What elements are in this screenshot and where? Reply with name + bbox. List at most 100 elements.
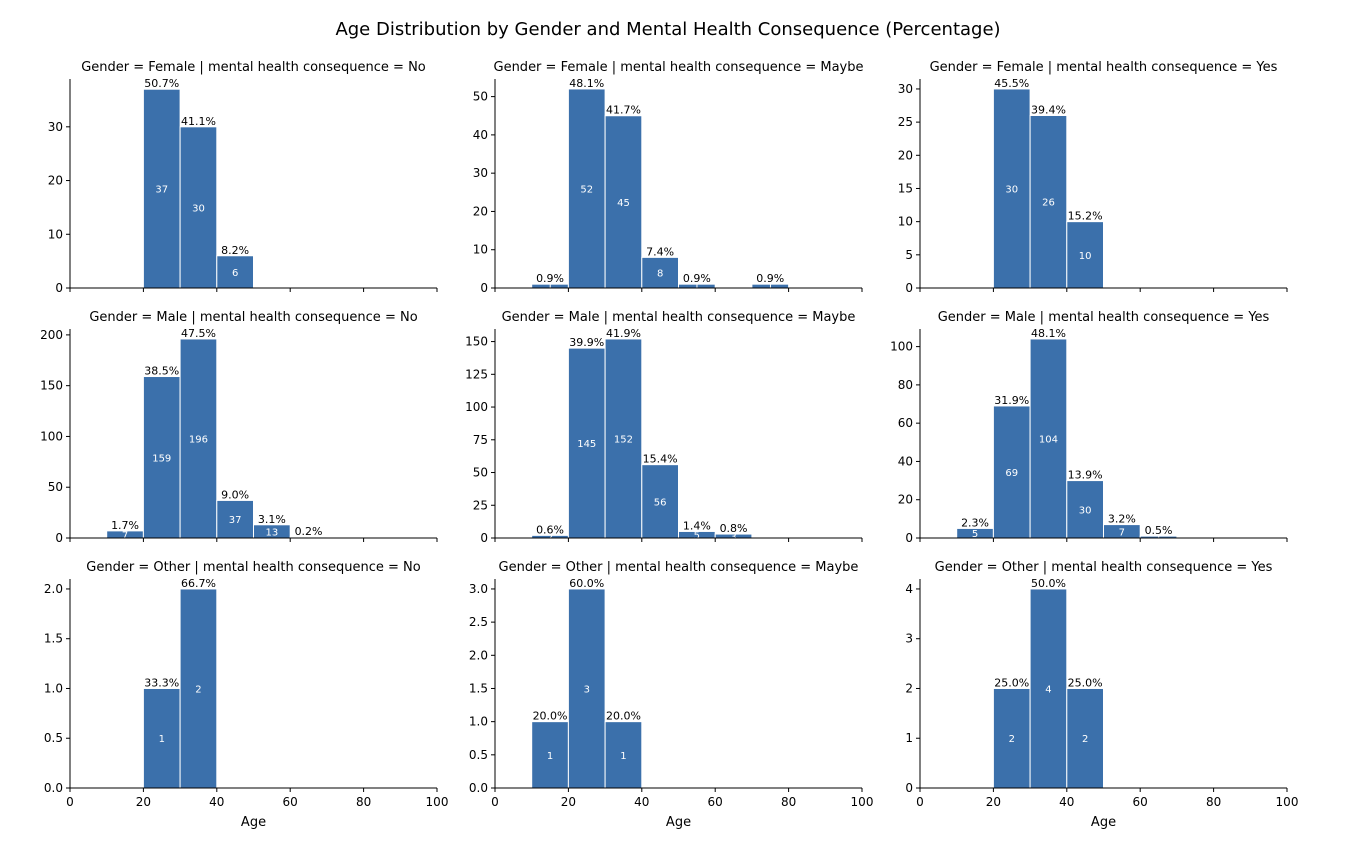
bar-count-label: 104 (1039, 434, 1058, 445)
x-tick-label: 40 (634, 795, 649, 809)
histogram-bar (641, 464, 679, 539)
x-tick-label: 60 (283, 795, 298, 809)
panel-title: Gender = Female | mental health conseque… (81, 60, 426, 75)
facet-panel: Gender = Male | mental health consequenc… (890, 310, 1288, 545)
bar-count-label: 6 (232, 268, 238, 279)
y-tick-label: 0 (480, 281, 488, 295)
bar-count-label: 3 (584, 684, 590, 695)
histogram-bar (992, 88, 1031, 289)
y-tick-label: 20 (898, 493, 913, 507)
bar-percent-label: 66.7% (181, 577, 216, 590)
y-tick-label: 0 (480, 531, 488, 545)
bar-count-label: 37 (155, 185, 168, 196)
y-tick-label: 100 (40, 429, 63, 443)
histogram-bar (1066, 687, 1105, 789)
bar-percent-label: 50.7% (144, 77, 179, 90)
panel-title: Gender = Other | mental health consequen… (935, 560, 1273, 575)
histogram-bar (179, 126, 218, 289)
y-tick-label: 20 (898, 148, 913, 162)
bar-count-label: 30 (192, 203, 205, 214)
y-tick-label: 2 (905, 681, 913, 695)
bar-count-label: 52 (580, 184, 593, 195)
y-tick-label: 30 (48, 120, 63, 134)
facet-panel: Gender = Other | mental health consequen… (44, 560, 449, 830)
y-tick-label: 0 (905, 281, 913, 295)
bar-percent-label: 48.1% (1031, 327, 1066, 340)
y-tick-label: 100 (465, 400, 488, 414)
bar-percent-label: 39.9% (569, 336, 604, 349)
bar-count-label: 8 (657, 269, 663, 280)
panel-title: Gender = Female | mental health conseque… (930, 60, 1278, 75)
bar-count-label: 2 (1009, 734, 1015, 745)
bar-percent-label: 0.2% (295, 525, 323, 538)
bar-percent-label: 41.9% (606, 327, 641, 340)
bar-percent-label: 41.7% (606, 104, 641, 117)
y-tick-label: 4 (905, 582, 913, 596)
bar-count-label: 26 (1042, 198, 1055, 209)
bar-percent-label: 0.9% (683, 272, 711, 285)
bar-count-label: 145 (577, 439, 596, 450)
bar-count-label: 13 (265, 527, 278, 538)
x-tick-label: 20 (561, 795, 576, 809)
y-tick-label: 2.0 (469, 648, 488, 662)
figure-title: Age Distribution by Gender and Mental He… (335, 19, 1000, 40)
x-tick-label: 100 (851, 795, 874, 809)
y-tick-label: 40 (898, 454, 913, 468)
y-tick-label: 20 (473, 204, 488, 218)
y-tick-label: 0 (905, 531, 913, 545)
bar-count-label: 2 (1082, 734, 1088, 745)
bar-percent-label: 60.0% (569, 577, 604, 590)
histogram-bar (992, 687, 1031, 789)
bar-percent-label: 48.1% (569, 77, 604, 90)
y-tick-label: 50 (48, 480, 63, 494)
x-tick-label: 60 (1133, 795, 1148, 809)
bar-percent-label: 33.3% (144, 676, 179, 689)
y-tick-label: 80 (898, 378, 913, 392)
y-tick-label: 30 (473, 166, 488, 180)
y-tick-label: 150 (40, 379, 63, 393)
x-tick-label: 100 (426, 795, 449, 809)
bar-count-label: 4 (1045, 684, 1051, 695)
facet-panel: Gender = Female | mental health conseque… (898, 60, 1288, 295)
histogram-bar (179, 338, 218, 539)
y-tick-label: 125 (465, 367, 488, 381)
facet-panel: Gender = Female | mental health conseque… (48, 60, 438, 295)
y-tick-label: 3 (905, 632, 913, 646)
panel-title: Gender = Other | mental health consequen… (86, 560, 420, 575)
y-tick-label: 3.0 (469, 582, 488, 596)
y-tick-label: 1 (905, 731, 913, 745)
histogram-bar (1029, 588, 1068, 789)
histogram-bar (531, 721, 569, 789)
y-tick-label: 0 (55, 531, 63, 545)
bar-percent-label: 47.5% (181, 327, 216, 340)
bar-count-label: 10 (1079, 251, 1092, 262)
y-tick-label: 75 (473, 433, 488, 447)
bar-percent-label: 13.9% (1068, 469, 1103, 482)
bar-percent-label: 31.9% (994, 394, 1029, 407)
bar-percent-label: 38.5% (144, 365, 179, 378)
bar-count-label: 1 (620, 751, 626, 762)
bar-count-label: 5 (694, 531, 700, 542)
y-tick-label: 0.5 (469, 748, 488, 762)
histogram-bar (567, 347, 606, 539)
y-tick-label: 1.5 (469, 681, 488, 695)
y-tick-label: 5 (905, 248, 913, 262)
y-tick-label: 1.0 (469, 715, 488, 729)
facet-grid: Gender = Female | mental health conseque… (40, 60, 1298, 830)
bar-percent-label: 3.1% (258, 513, 286, 526)
panel-title: Gender = Other | mental health consequen… (499, 560, 859, 575)
bar-count-label: 1 (159, 734, 165, 745)
bar-percent-label: 8.2% (221, 244, 249, 257)
histogram-bar (1066, 221, 1105, 289)
x-tick-label: 80 (781, 795, 796, 809)
facet-panel: Gender = Other | mental health consequen… (469, 560, 874, 830)
bar-percent-label: 0.6% (536, 523, 564, 536)
facet-panel: Gender = Male | mental health consequenc… (40, 310, 438, 545)
bar-percent-label: 9.0% (221, 488, 249, 501)
x-tick-label: 60 (708, 795, 723, 809)
x-tick-label: 20 (136, 795, 151, 809)
y-tick-label: 50 (473, 466, 488, 480)
histogram-bar (604, 721, 643, 789)
x-tick-label: 40 (209, 795, 224, 809)
y-tick-label: 1.0 (44, 681, 63, 695)
